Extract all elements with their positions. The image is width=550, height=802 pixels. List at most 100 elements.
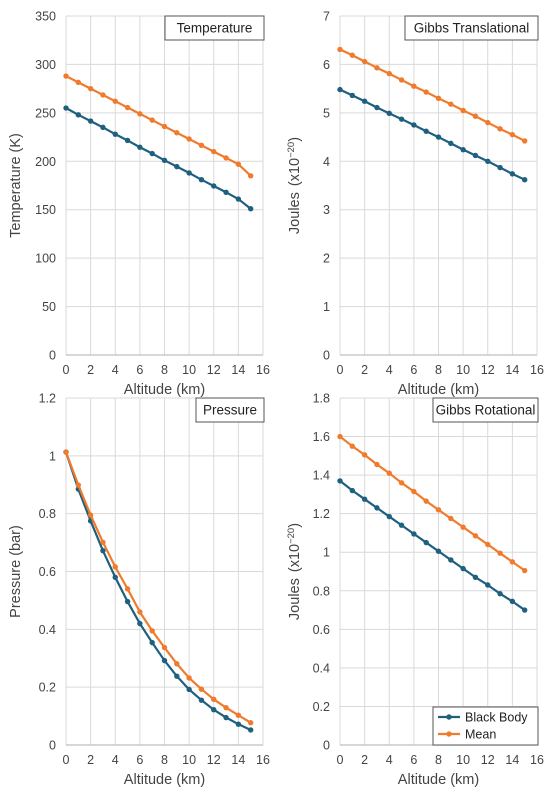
- data-point-black-body: [521, 607, 528, 613]
- data-point-black-body: [174, 163, 180, 170]
- series-line-black-body: [65, 107, 252, 210]
- x-axis-label: Altitude (km): [398, 772, 479, 788]
- data-point-black-body: [423, 128, 429, 134]
- x-tick-label: 10: [182, 753, 196, 767]
- y-axis-unit-close: ): [287, 523, 303, 528]
- x-tick-label: 6: [410, 363, 417, 377]
- data-point-black-body: [386, 110, 392, 117]
- x-tick-label: 8: [435, 753, 442, 767]
- data-point-mean: [247, 173, 254, 179]
- x-tick-label: 2: [361, 363, 368, 377]
- data-point-mean: [124, 104, 131, 111]
- x-tick-label: 16: [530, 753, 544, 767]
- data-point-black-body: [386, 513, 392, 520]
- data-point-mean: [423, 498, 429, 504]
- y-tick-label: 6: [323, 58, 330, 72]
- data-point-mean: [485, 119, 491, 126]
- data-point-mean: [149, 117, 155, 123]
- data-point-mean: [472, 533, 479, 539]
- data-point-mean: [223, 704, 229, 711]
- y-axis-label: Joules (x10−20): [286, 137, 303, 234]
- data-point-black-body: [398, 522, 405, 528]
- data-point-mean: [349, 443, 356, 449]
- chart-title: Gibbs Rotational: [436, 403, 536, 418]
- data-point-black-body: [211, 183, 217, 189]
- data-point-black-body: [63, 105, 69, 111]
- x-tick-label: 0: [63, 363, 70, 377]
- data-point-black-body: [361, 98, 368, 104]
- data-point-black-body: [398, 116, 405, 122]
- data-point-black-body: [198, 697, 205, 703]
- data-point-black-body: [149, 639, 155, 646]
- data-point-black-body: [211, 707, 217, 713]
- data-point-mean: [485, 541, 491, 548]
- data-point-mean: [398, 480, 405, 486]
- x-tick-label: 8: [161, 363, 168, 377]
- data-point-black-body: [223, 189, 229, 195]
- data-point-black-body: [161, 157, 168, 164]
- y-tick-label: 250: [35, 106, 56, 120]
- chart-title: Gibbs Translational: [414, 21, 530, 36]
- x-axis-label: Altitude (km): [124, 382, 205, 398]
- y-tick-label: 0.6: [39, 565, 56, 579]
- y-axis-label-text: Joules: [287, 192, 303, 234]
- data-point-mean: [198, 142, 205, 149]
- chart-title: Temperature: [177, 21, 253, 36]
- data-point-mean: [497, 126, 503, 132]
- legend-label: Mean: [465, 728, 496, 742]
- data-point-mean: [472, 113, 479, 119]
- y-axis-label-text: Joules: [287, 578, 303, 620]
- y-tick-label: 1.6: [313, 430, 330, 444]
- y-axis-label-text: Temperature (K): [8, 133, 24, 238]
- data-point-black-body: [435, 134, 442, 140]
- data-point-black-body: [435, 548, 442, 554]
- chart-panel-4: 0 0.2 0.4 0.6 0.8 1 1.2 1.4 1.6 1.8 0 2 4 6 8 10 12 14 16 A…: [286, 392, 544, 789]
- data-point-mean: [386, 470, 392, 476]
- data-point-black-body: [124, 137, 131, 144]
- y-axis-unit-exponent: −20: [286, 142, 297, 158]
- data-point-mean: [411, 488, 417, 495]
- data-point-black-body: [374, 104, 380, 111]
- chart-title-box: [164, 15, 265, 41]
- data-point-black-body: [337, 478, 343, 484]
- x-tick-label: 6: [136, 363, 143, 377]
- x-tick-label: 4: [386, 363, 393, 377]
- data-point-mean: [361, 452, 368, 458]
- y-axis-unit: (x10: [287, 158, 303, 186]
- x-tick-label: 4: [112, 753, 119, 767]
- data-point-mean: [411, 83, 417, 89]
- data-point-black-body: [509, 598, 516, 605]
- data-point-mean: [63, 449, 69, 455]
- data-point-black-body: [112, 574, 118, 580]
- x-tick-label: 8: [161, 753, 168, 767]
- series-line-black-body: [339, 480, 526, 611]
- data-point-mean: [137, 111, 143, 117]
- data-point-black-body: [423, 539, 429, 546]
- data-point-mean: [124, 586, 131, 592]
- data-point-mean: [374, 65, 380, 71]
- data-point-black-body: [137, 144, 143, 150]
- data-point-mean: [337, 433, 343, 440]
- chart-title-box: [195, 397, 265, 423]
- data-point-black-body: [124, 598, 131, 605]
- y-tick-label: 1: [323, 300, 330, 314]
- x-tick-label: 10: [456, 363, 470, 377]
- data-point-mean: [435, 507, 442, 513]
- y-axis-label: Pressure (bar): [8, 525, 24, 618]
- series-line-black-body: [64, 451, 252, 731]
- data-point-mean: [448, 101, 454, 107]
- y-tick-label: 0.8: [313, 584, 330, 598]
- data-point-mean: [247, 720, 254, 726]
- series-line-mean: [339, 435, 526, 572]
- y-tick-label: 100: [35, 252, 56, 266]
- data-point-mean: [100, 539, 106, 545]
- data-point-black-body: [472, 152, 479, 159]
- data-point-mean: [186, 675, 192, 681]
- data-point-black-body: [411, 122, 417, 128]
- x-tick-label: 14: [231, 753, 245, 767]
- data-point-mean: [509, 559, 516, 565]
- data-point-black-body: [361, 496, 368, 502]
- data-point-mean: [460, 524, 466, 530]
- y-tick-label: 3: [323, 203, 330, 217]
- data-point-black-body: [509, 171, 516, 177]
